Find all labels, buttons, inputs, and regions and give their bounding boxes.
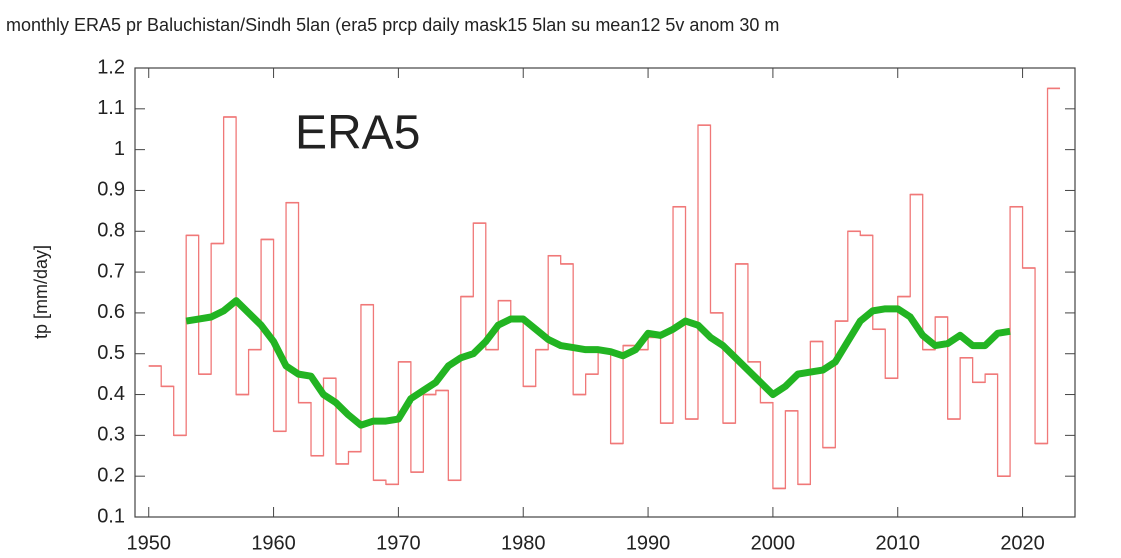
x-tick-label: 1980 [501, 532, 546, 554]
y-tick-label: 0.5 [97, 342, 125, 364]
y-tick-label: 0.2 [97, 464, 125, 486]
y-tick-label: 0.3 [97, 424, 125, 446]
x-tick-label: 1950 [126, 532, 171, 554]
x-tick-label: 2010 [875, 532, 920, 554]
step-connector [148, 87, 1061, 490]
plot-frame [134, 67, 1076, 518]
x-tick-label: 1970 [376, 532, 421, 554]
y-tick-label: 0.9 [97, 179, 125, 201]
y-tick-label: 0.8 [97, 220, 125, 242]
y-tick-label: 0.1 [97, 505, 125, 527]
y-tick-label: 0.6 [97, 301, 125, 323]
y-tick-label: 0.4 [97, 383, 125, 405]
y-tick-label: 1 [114, 138, 125, 160]
x-tick-label: 2000 [751, 532, 796, 554]
x-tick-label: 2020 [1000, 532, 1045, 554]
chart-title: monthly ERA5 pr Baluchistan/Sindh 5lan (… [6, 15, 779, 35]
y-tick-label: 1.1 [97, 97, 125, 119]
y-tick-label: 1.2 [97, 56, 125, 78]
y-tick-label: 0.7 [97, 260, 125, 282]
smoothed-line [185, 297, 1011, 429]
x-tick-label: 1960 [251, 532, 296, 554]
y-axis-label: tp [mm/day] [31, 245, 51, 339]
annotation: ERA5 [295, 107, 420, 160]
x-tick-label: 1990 [626, 532, 671, 554]
